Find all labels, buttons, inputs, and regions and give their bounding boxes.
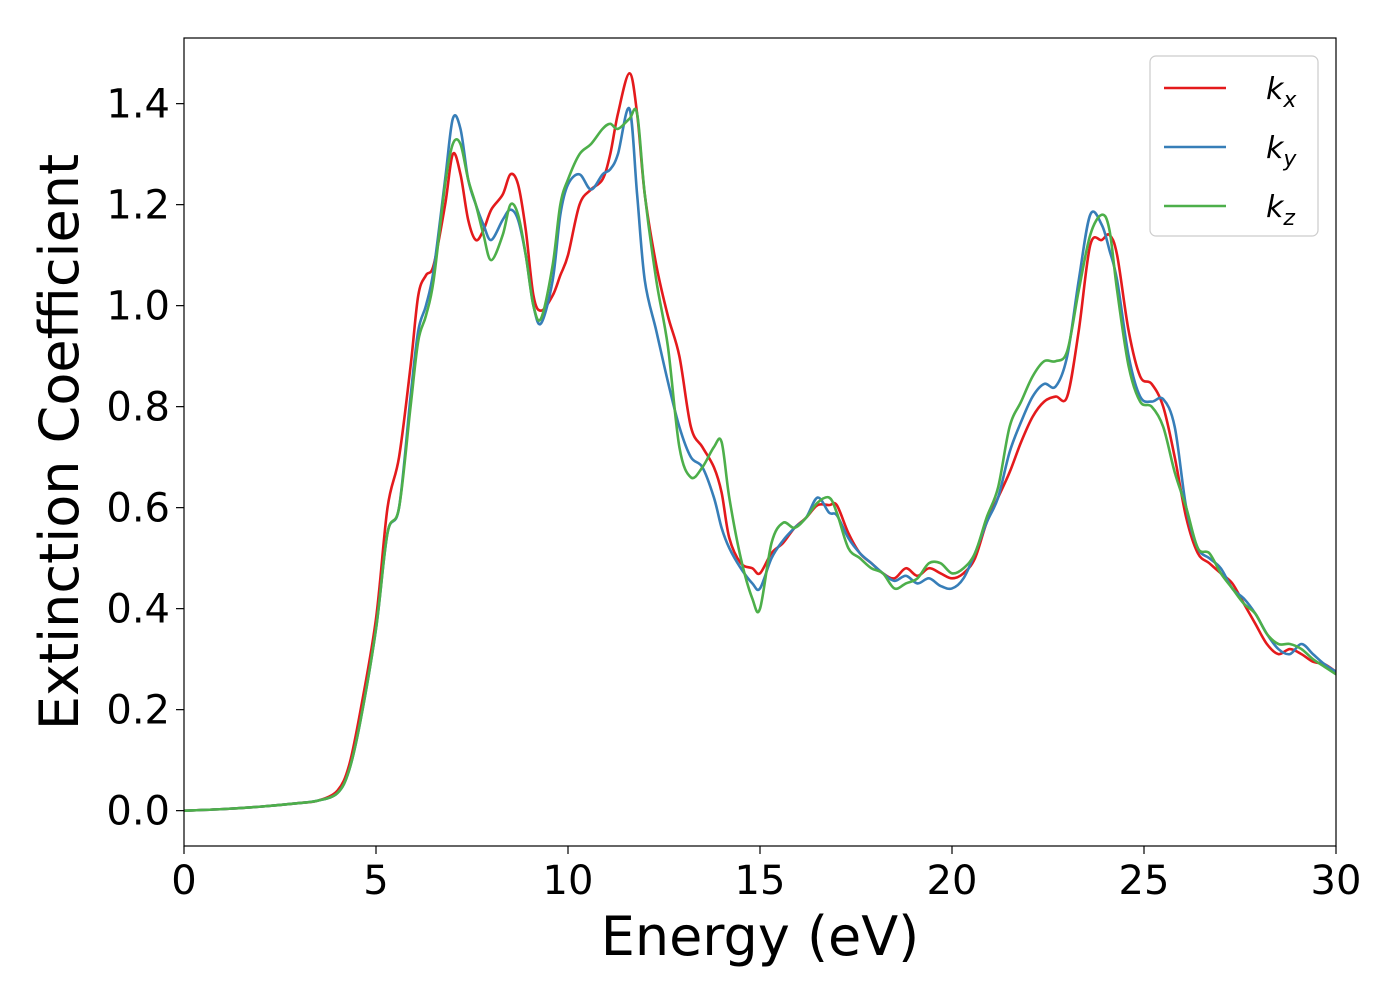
legend-label-main: k <box>1266 131 1285 166</box>
legend-label-kx: kx <box>1266 72 1297 113</box>
x-tick-label: 20 <box>927 858 978 904</box>
series-line-kz <box>184 107 1336 812</box>
legend-label-subscript: z <box>1282 206 1295 231</box>
y-tick-label: 0.8 <box>106 385 170 431</box>
legend-label-main: k <box>1266 190 1285 225</box>
x-tick-label: 10 <box>543 858 594 904</box>
y-tick-label: 1.4 <box>106 82 170 128</box>
series-line-kx <box>184 72 1336 812</box>
y-tick-label: 0.2 <box>106 688 170 734</box>
y-tick-label: 1.0 <box>106 284 170 330</box>
x-axis: 0 5 10 15 20 25 30 <box>171 846 1361 904</box>
y-tick-label: 1.2 <box>106 183 170 229</box>
legend-label-kz: kz <box>1266 190 1295 231</box>
x-tick-label: 25 <box>1119 858 1170 904</box>
y-axis: 0.0 0.2 0.4 0.6 0.8 1.0 1.2 1.4 <box>106 82 184 835</box>
y-tick-label: 0.4 <box>106 587 170 633</box>
x-tick-label: 30 <box>1311 858 1362 904</box>
legend-label-subscript: x <box>1282 88 1297 113</box>
y-tick-label: 0.0 <box>106 789 170 835</box>
legend-label-main: k <box>1266 72 1285 107</box>
x-tick-label: 5 <box>363 858 388 904</box>
x-tick-label: 15 <box>735 858 786 904</box>
x-axis-title: Energy (eV) <box>601 905 920 968</box>
legend-box <box>1149 55 1319 237</box>
series-layer <box>184 72 1336 812</box>
y-axis-title: Extinction Coefficient <box>28 154 91 730</box>
legend-label-subscript: y <box>1282 147 1297 172</box>
legend-label-ky: ky <box>1266 131 1297 172</box>
y-tick-label: 0.6 <box>106 486 170 532</box>
x-tick-label: 0 <box>171 858 196 904</box>
